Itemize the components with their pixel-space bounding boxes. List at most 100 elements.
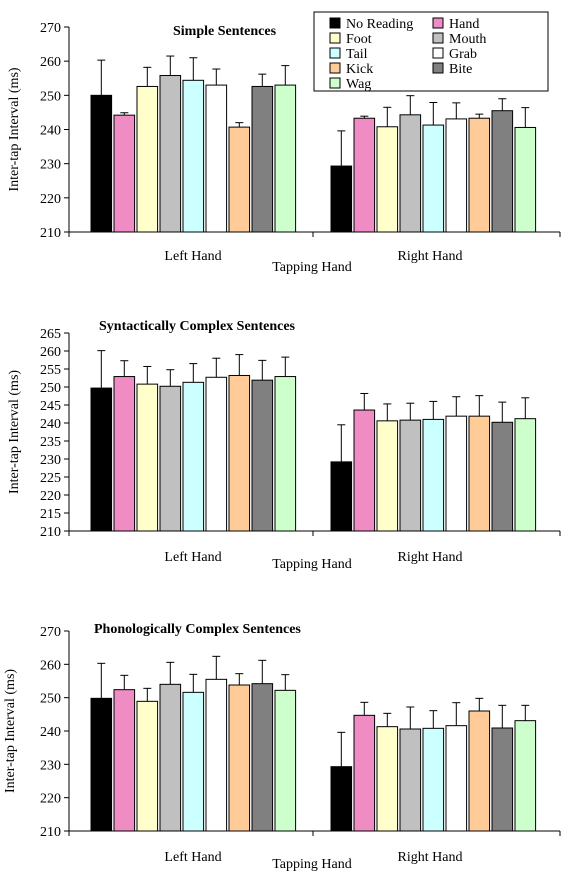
y-tick-label: 230 (40, 758, 61, 773)
bar-no-reading-left (90, 387, 113, 532)
bar-bite-left (251, 683, 274, 832)
bar-foot-right (376, 726, 399, 832)
x-axis-label: Tapping Hand (272, 857, 352, 872)
bar-kick-left (228, 684, 251, 832)
y-tick-label: 240 (40, 124, 61, 139)
legend-label: No Reading (346, 17, 413, 32)
y-tick-label: 220 (40, 192, 61, 207)
y-axis-label: Inter-tap Interval (ms) (7, 370, 22, 494)
legend-swatch-foot (329, 32, 341, 44)
bar-tail-left (182, 381, 205, 532)
bar-mouth-right (399, 728, 422, 832)
bar-foot-left (136, 383, 159, 532)
bar-grab-left (205, 678, 228, 832)
chart-panel-3: 210 220 230 240 250 260 270 Left Hand Right Hand… (3, 622, 561, 872)
y-tick-label: 240 (40, 725, 61, 740)
x-axis-label: Tapping Hand (272, 557, 352, 572)
bar-wag-right (514, 126, 537, 233)
y-tick-label: 245 (40, 399, 61, 414)
category-label: Left Hand (164, 850, 221, 865)
bar-kick-left (228, 374, 251, 532)
y-tick-label: 220 (40, 792, 61, 807)
chart-panel-1: 210 220 230 240 250 260 270 Left Hand Right Hand… (7, 21, 561, 275)
legend-swatch-no-reading (329, 17, 341, 29)
bar-kick-right (468, 415, 491, 532)
legend-label: Foot (346, 32, 372, 47)
legend-swatch-bite (432, 62, 444, 74)
bar-mouth-left (159, 385, 182, 532)
bar-hand-left (113, 689, 136, 832)
y-tick-label: 265 (40, 327, 61, 342)
y-tick-label: 220 (40, 489, 61, 504)
y-axis-label: Inter-tap Interval (ms) (7, 67, 22, 191)
bar-bite-right (491, 110, 514, 233)
bar-grab-right (445, 415, 468, 532)
bar-foot-right (376, 126, 399, 233)
bar-hand-right (353, 409, 376, 532)
bar-no-reading-right (330, 461, 353, 532)
y-tick-label: 210 (40, 226, 61, 241)
y-tick-label: 250 (40, 692, 61, 707)
bar-tail-right (422, 418, 445, 532)
bar-mouth-right (399, 419, 422, 532)
y-tick-label: 260 (40, 658, 61, 673)
legend-swatch-mouth (432, 32, 444, 44)
bar-tail-left (182, 79, 205, 233)
bar-bite-right (491, 421, 514, 532)
bar-bite-right (491, 727, 514, 832)
bar-kick-right (468, 710, 491, 832)
bar-hand-left (113, 114, 136, 233)
category-label: Left Hand (164, 550, 221, 565)
bar-hand-right (353, 117, 376, 233)
chart-title: Phonologically Complex Sentences (94, 622, 301, 637)
legend-swatch-hand (432, 17, 444, 29)
bar-wag-left (274, 376, 297, 532)
category-label: Right Hand (398, 249, 463, 264)
legend-swatch-wag (329, 77, 341, 89)
category-label: Right Hand (398, 550, 463, 565)
bar-no-reading-left (90, 697, 113, 832)
bar-grab-right (445, 725, 468, 832)
bar-bite-left (251, 85, 274, 233)
bar-mouth-right (399, 114, 422, 233)
legend-label: Tail (346, 47, 368, 62)
legend-swatch-tail (329, 47, 341, 59)
bar-mouth-left (159, 683, 182, 832)
chart-title: Syntactically Complex Sentences (99, 319, 296, 334)
bar-kick-left (228, 126, 251, 233)
bar-no-reading-left (90, 94, 113, 233)
bar-wag-right (514, 720, 537, 832)
bar-kick-right (468, 117, 491, 233)
bar-tail-right (422, 727, 445, 832)
chart-title: Simple Sentences (173, 24, 277, 39)
bar-foot-left (136, 85, 159, 233)
y-tick-label: 230 (40, 158, 61, 173)
legend-label: Kick (346, 62, 373, 77)
legend-label: Bite (449, 62, 472, 77)
bar-grab-left (205, 84, 228, 233)
x-axis-label: Tapping Hand (272, 260, 352, 275)
y-tick-label: 230 (40, 453, 61, 468)
bar-bite-left (251, 379, 274, 532)
bar-mouth-left (159, 75, 182, 233)
legend-swatch-kick (329, 62, 341, 74)
y-tick-label: 270 (40, 21, 61, 36)
y-tick-label: 270 (40, 625, 61, 640)
bar-hand-right (353, 714, 376, 832)
category-label: Right Hand (398, 850, 463, 865)
chart-panel-2: 210 215 220 225 230 235 240 245 250 255 260 265 Left… (7, 319, 561, 572)
bar-wag-left (274, 84, 297, 233)
y-tick-label: 235 (40, 435, 61, 450)
legend-label: Mouth (449, 32, 486, 47)
bar-grab-left (205, 376, 228, 532)
y-axis-label: Inter-tap Interval (ms) (3, 669, 18, 793)
bar-wag-left (274, 689, 297, 832)
bar-wag-right (514, 418, 537, 532)
y-tick-label: 250 (40, 89, 61, 104)
y-tick-label: 210 (40, 525, 61, 540)
y-tick-label: 260 (40, 345, 61, 360)
legend: No Reading Hand Foot Mouth Tail Grab Kick Bite W… (313, 11, 549, 92)
bar-foot-left (136, 700, 159, 832)
y-tick-label: 260 (40, 55, 61, 70)
